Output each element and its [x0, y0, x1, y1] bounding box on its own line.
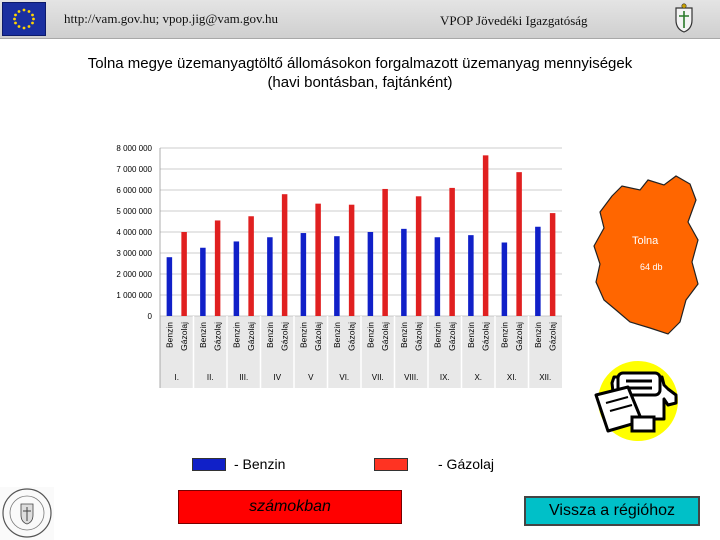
bar-label: Benzin: [265, 322, 275, 348]
month-label: III.: [239, 373, 248, 382]
bar-benzin: [468, 235, 474, 316]
bar-label: Benzin: [499, 322, 509, 348]
y-tick-label: 1 000 000: [116, 291, 152, 300]
y-tick-label: 4 000 000: [116, 228, 152, 237]
bar-label: Benzin: [533, 322, 543, 348]
map-count-label: 64 db: [640, 262, 663, 272]
eu-flag-icon: [2, 2, 46, 36]
bar-gázolaj: [315, 203, 321, 316]
y-tick-label: 3 000 000: [116, 249, 152, 258]
bar-gázolaj: [516, 172, 522, 316]
bar-gázolaj: [549, 213, 556, 316]
bar-benzin: [300, 233, 307, 316]
header-bar: http://vam.gov.hu; vpop.jig@vam.gov.hu V…: [0, 0, 720, 39]
bar-benzin: [334, 236, 340, 316]
bar-label: Gázolaj: [313, 322, 323, 351]
month-label: IV: [273, 373, 281, 382]
bar-gázolaj: [281, 194, 288, 316]
bar-benzin: [535, 226, 541, 316]
month-label: I.: [175, 373, 179, 382]
bar-label: Gázolaj: [213, 322, 223, 351]
month-label: V: [308, 373, 314, 382]
bar-label: Benzin: [332, 322, 342, 348]
bar-benzin: [367, 232, 374, 316]
bar-benzin: [267, 237, 273, 316]
map-name-label: Tolna: [632, 235, 659, 247]
bar-label: Benzin: [466, 322, 476, 348]
bar-label: Gázolaj: [447, 322, 457, 351]
y-tick-label: 5 000 000: [116, 207, 152, 216]
bar-label: Benzin: [164, 322, 174, 348]
month-label: XII.: [539, 373, 551, 382]
bar-benzin: [434, 237, 441, 316]
bar-gázolaj: [382, 188, 388, 316]
bar-label: Gázolaj: [548, 322, 558, 351]
title-line-2: (havi bontásban, fajtánként): [267, 74, 453, 91]
bar-label: Gázolaj: [414, 322, 424, 351]
bar-benzin: [200, 247, 206, 316]
y-tick-label: 2 000 000: [116, 270, 152, 279]
bar-label: Gázolaj: [280, 322, 290, 351]
bar-label: Gázolaj: [514, 322, 524, 351]
title-line-1: Tolna megye üzemanyagtöltő állomásokon f…: [87, 55, 633, 72]
bar-label: Gázolaj: [380, 322, 390, 351]
bar-label: Benzin: [432, 322, 442, 348]
legend-benzin-swatch: [192, 458, 226, 471]
month-label: II.: [207, 373, 214, 382]
telephone-fax-icon[interactable]: [592, 355, 684, 443]
bar-benzin: [166, 257, 173, 316]
bar-gázolaj: [482, 155, 489, 316]
bar-label: Gázolaj: [481, 322, 491, 351]
bar-gázolaj: [181, 232, 187, 316]
bar-label: Gázolaj: [246, 322, 256, 351]
bar-chart: 0 1 000 000 2 000 000 3 000 000 4 000 000 5 0…: [116, 144, 562, 388]
bar-label: Benzin: [399, 322, 409, 348]
bar-gázolaj: [248, 216, 254, 316]
tolna-county-map[interactable]: [593, 175, 699, 335]
bar-label: Gázolaj: [179, 322, 189, 351]
month-label: VI.: [339, 373, 349, 382]
month-label: X.: [474, 373, 482, 382]
bar-gázolaj: [214, 220, 221, 316]
bar-label: Gázolaj: [347, 322, 357, 351]
bar-gázolaj: [449, 187, 455, 316]
bar-label: Benzin: [198, 322, 208, 348]
tolna-map-layer: Tolna 64 db: [593, 175, 699, 335]
month-label: VII.: [372, 373, 384, 382]
y-tick-label: 6 000 000: [116, 186, 152, 195]
back-to-region-button[interactable]: Vissza a régióhoz: [524, 496, 700, 526]
header-organization: VPOP Jövedéki Igazgatóság: [440, 13, 588, 28]
page-title: Tolna megye üzemanyagtöltő állomásokon f…: [20, 54, 700, 92]
header-url[interactable]: http://vam.gov.hu; vpop.jig@vam.gov.hu: [64, 11, 278, 26]
bar-label: Benzin: [365, 322, 375, 348]
bar-gázolaj: [348, 204, 355, 316]
y-tick-label: 7 000 000: [116, 165, 152, 174]
y-tick-label: 8 000 000: [116, 144, 152, 153]
month-label: VIII.: [404, 373, 418, 382]
bar-gázolaj: [415, 196, 422, 316]
legend-gazolaj-label: - Gázolaj: [438, 456, 495, 472]
month-label: IX.: [440, 373, 450, 382]
bar-benzin: [501, 242, 508, 316]
coat-of-arms-icon: [675, 3, 693, 33]
numbers-button[interactable]: számokban: [178, 490, 402, 524]
y-tick-label: 0: [148, 312, 153, 321]
bar-benzin: [401, 228, 407, 316]
legend-benzin-label: - Benzin: [234, 456, 286, 472]
bar-benzin: [233, 241, 240, 316]
round-seal-icon: [0, 487, 54, 540]
bar-label: Benzin: [298, 322, 308, 348]
bar-label: Benzin: [231, 322, 241, 348]
legend-gazolaj-swatch: [374, 458, 408, 471]
month-label: XI.: [507, 373, 517, 382]
